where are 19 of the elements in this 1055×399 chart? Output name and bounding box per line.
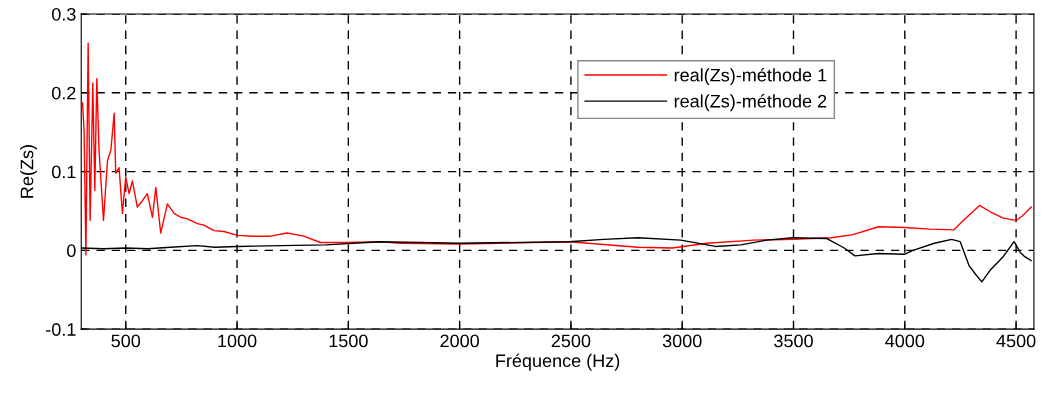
y-tick-label: -0.1 <box>46 323 76 336</box>
x-tick-label: 3500 <box>774 334 813 348</box>
legend-label: real(Zs)-méthode 2 <box>674 94 827 112</box>
x-tick-label: 3000 <box>662 334 702 348</box>
x-tick-label: 500 <box>111 334 141 348</box>
y-tick-label: 0 <box>67 244 76 258</box>
y-tick-label: 0.3 <box>51 7 76 21</box>
x-tick-label: 4500 <box>996 334 1036 348</box>
x-tick-label: 1000 <box>218 334 257 348</box>
x-axis-title: Fréquence (Hz) <box>496 353 620 371</box>
y-tick-label: 0.2 <box>51 86 76 100</box>
x-tick-label: 4000 <box>885 334 925 348</box>
x-tick-label: 2000 <box>440 334 480 348</box>
x-tick-label: 1500 <box>329 334 368 348</box>
y-tick-label: 0.1 <box>51 165 76 179</box>
y-axis-title: Re(Zs) <box>20 145 37 198</box>
legend-label: real(Zs)-méthode 1 <box>674 68 827 86</box>
x-tick-label: 2500 <box>551 334 591 348</box>
line-series <box>81 42 1032 256</box>
